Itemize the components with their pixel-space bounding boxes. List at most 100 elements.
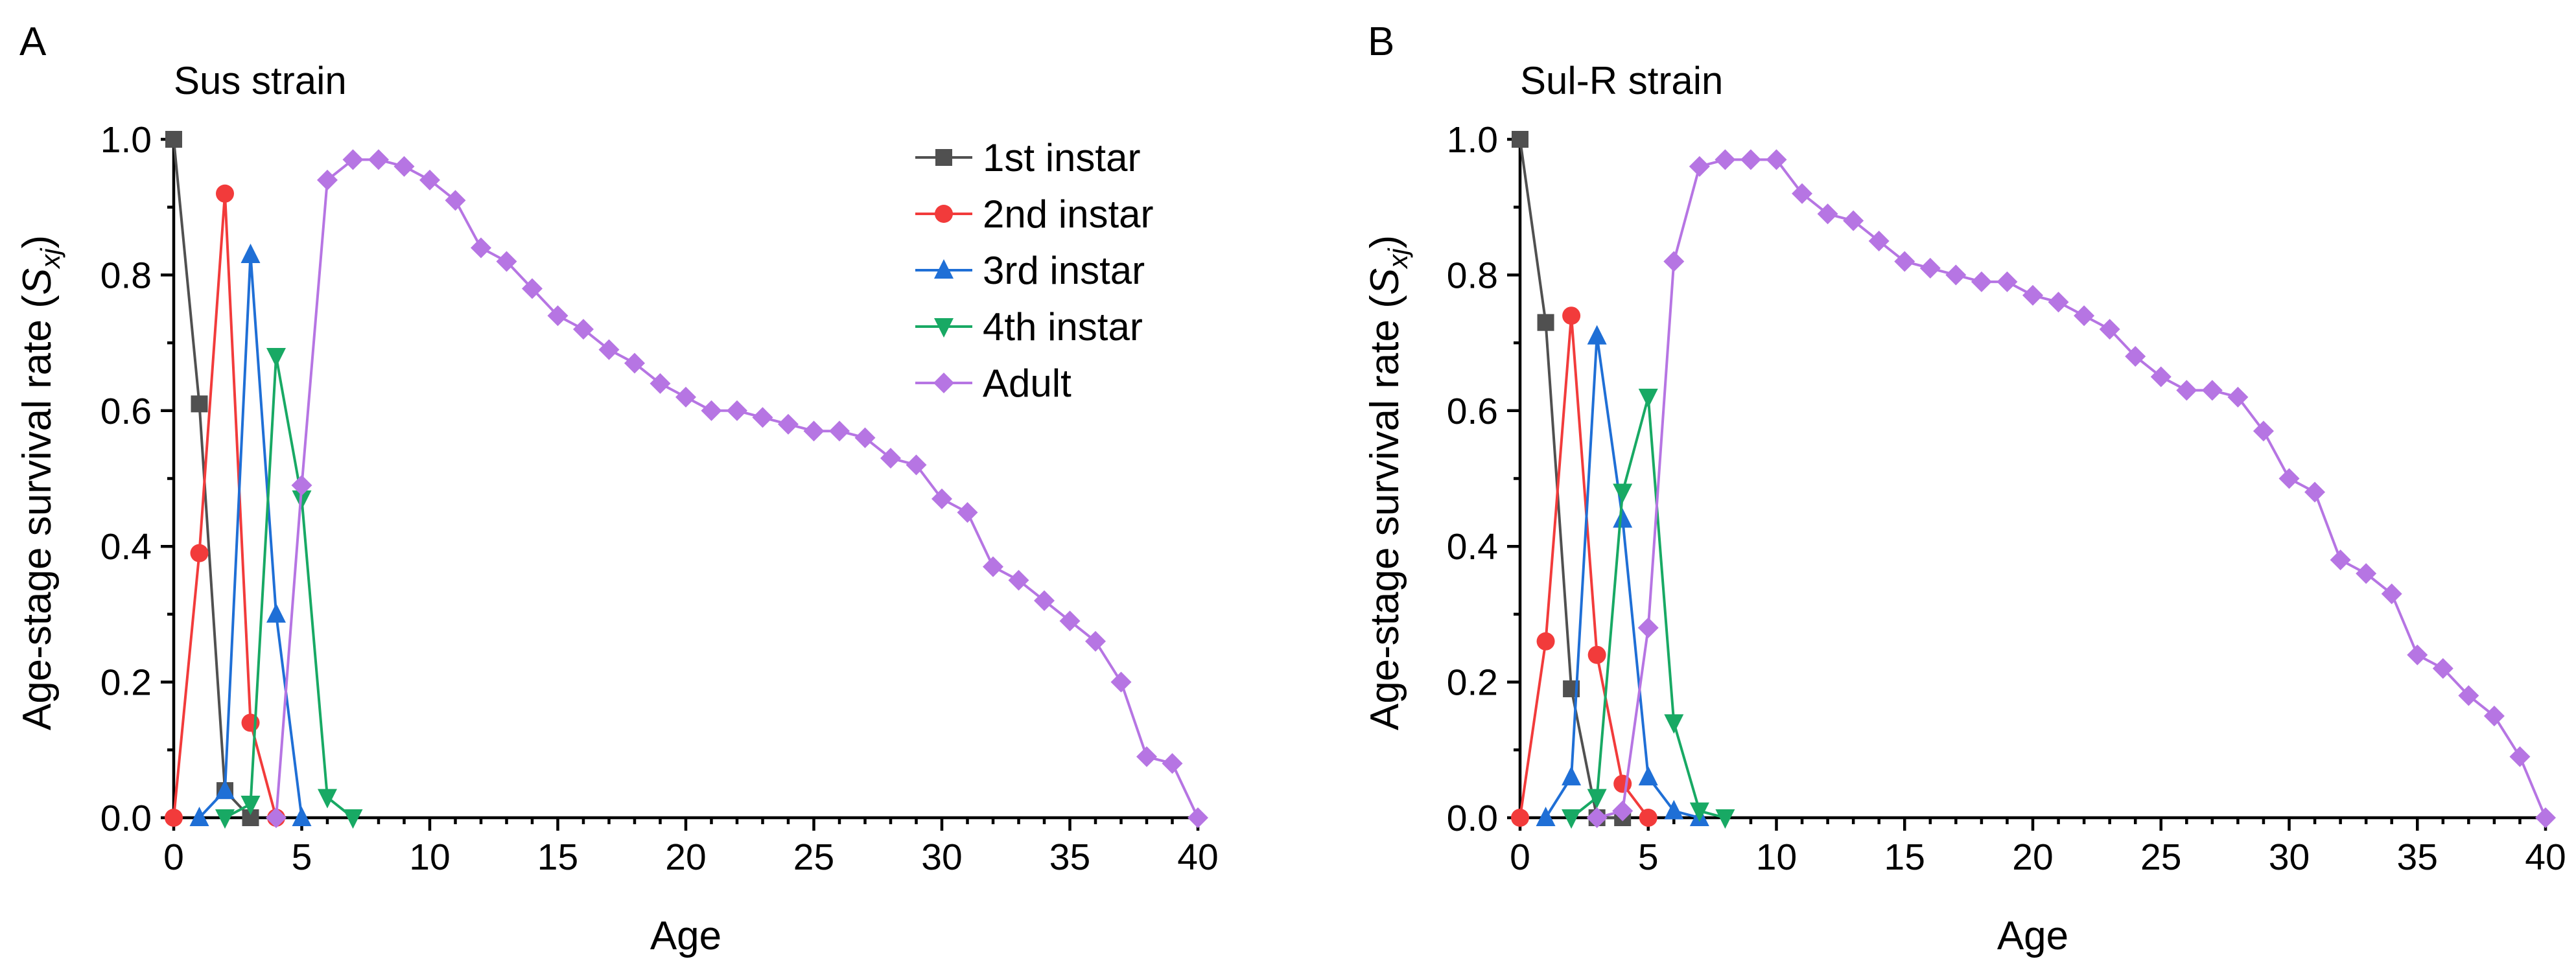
data-point [1136, 746, 1157, 767]
y-tick-label: 0.8 [1447, 255, 1498, 296]
legend-item: 2nd instar [915, 192, 1154, 236]
data-point [1613, 774, 1632, 793]
data-point [317, 169, 338, 191]
y-tick-label: 0.8 [100, 255, 152, 296]
data-point [2432, 658, 2453, 679]
data-point [1638, 388, 1658, 408]
data-point [2022, 284, 2043, 306]
data-point [266, 348, 286, 368]
x-tick-label: 25 [2140, 837, 2181, 878]
data-point [2150, 366, 2172, 387]
legend-item: 1st instar [915, 136, 1140, 179]
data-point [165, 809, 183, 827]
data-point [393, 156, 415, 177]
y-tick-label: 0.4 [100, 526, 152, 568]
data-point [2227, 386, 2249, 408]
y-tick-label: 0.2 [1447, 662, 1498, 704]
data-point [343, 809, 363, 829]
series-adult [266, 149, 1208, 828]
data-point [1817, 203, 1838, 225]
data-point [1034, 590, 1055, 611]
data-point [1715, 809, 1735, 829]
legend-label: Adult [983, 362, 1071, 405]
panel-b-x-axis-title: Age [1997, 914, 2068, 958]
data-point [1612, 800, 1633, 822]
data-point [1587, 325, 1607, 345]
data-point [1663, 251, 1685, 272]
x-tick-label: 10 [409, 837, 450, 878]
data-point [1664, 800, 1684, 820]
panel-b: B Sul-R strain 0 5 10 15 20 25 30 35 40 0.0 0.2 0.4… [1363, 19, 2566, 958]
data-point [1919, 257, 1941, 279]
data-point [2535, 807, 2556, 828]
y-tick-label: 0.4 [1447, 526, 1498, 568]
legend-label: 4th instar [983, 305, 1143, 349]
data-point [1512, 131, 1528, 148]
data-point [445, 190, 466, 211]
data-point [1715, 149, 1736, 170]
data-point [419, 169, 440, 191]
data-point [2253, 421, 2274, 442]
data-point [496, 251, 517, 272]
data-point [1971, 271, 1992, 292]
legend-label: 3rd instar [983, 249, 1145, 292]
x-tick-label: 25 [793, 837, 834, 878]
data-point [1664, 714, 1684, 734]
data-point [292, 807, 312, 826]
data-point [2201, 380, 2223, 401]
panel-b-title: Sul-R strain [1520, 59, 1723, 102]
x-tick-label: 35 [1049, 837, 1090, 878]
data-point [2381, 583, 2402, 605]
data-point [598, 339, 620, 360]
data-point [573, 319, 594, 340]
data-point [1536, 807, 1556, 826]
data-point [2099, 319, 2120, 340]
data-point [1587, 789, 1607, 809]
data-point [547, 305, 568, 327]
data-point [931, 488, 952, 509]
data-point [2176, 380, 2197, 401]
legend-item: Adult [915, 362, 1071, 405]
data-point [1162, 753, 1183, 774]
series-3rd-instar [1536, 325, 1709, 826]
series-2nd-instar [1511, 306, 1657, 827]
data-point [829, 421, 850, 442]
series-4th-instar [215, 348, 363, 829]
panel-b-y-axis-title: Age-stage survival rate (Sxj) [1363, 235, 1413, 730]
data-point [2304, 481, 2326, 503]
data-point [1562, 306, 1581, 325]
data-point [2509, 746, 2531, 767]
data-point [2074, 305, 2095, 327]
data-point [2356, 563, 2377, 584]
data-point [2278, 468, 2300, 489]
data-point [1843, 210, 1864, 231]
y-tick-label: 1.0 [1447, 119, 1498, 161]
series-line [172, 139, 252, 819]
data-point [191, 395, 208, 413]
data-point [1613, 508, 1633, 528]
data-point [1059, 610, 1081, 632]
x-tick-label: 5 [1638, 837, 1659, 878]
x-tick-label: 35 [2397, 837, 2438, 878]
data-point [216, 184, 234, 203]
data-point [240, 796, 261, 816]
panel-a-x-axis-title: Age [650, 914, 721, 958]
y-tick-label: 0.2 [100, 662, 152, 704]
data-point [2125, 346, 2146, 367]
x-tick-label: 10 [1756, 837, 1797, 878]
data-point [368, 149, 389, 170]
legend-marker [934, 318, 954, 338]
data-point [2458, 685, 2479, 706]
data-point [471, 237, 491, 259]
data-point [880, 448, 901, 469]
data-point [1587, 645, 1606, 664]
data-point [1689, 802, 1709, 822]
data-point [241, 713, 260, 732]
x-tick-label: 0 [163, 837, 184, 878]
data-point [1740, 149, 1761, 170]
x-tick-label: 30 [921, 837, 962, 878]
y-tick-label: 0.6 [1447, 391, 1498, 432]
legend-marker [935, 149, 952, 166]
data-point [1894, 251, 1915, 272]
x-tick-label: 20 [665, 837, 706, 878]
